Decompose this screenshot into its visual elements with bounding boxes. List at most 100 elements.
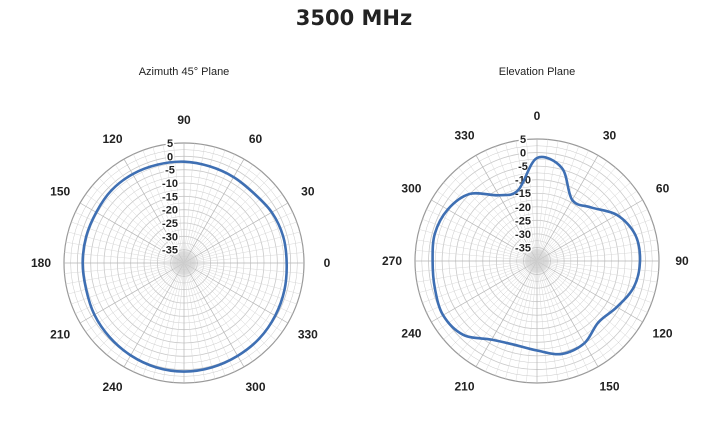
- azimuth-grid-spoke: [162, 262, 185, 382]
- azimuth-grid-spoke: [183, 154, 235, 264]
- elevation-grid-spoke: [475, 260, 538, 367]
- elevation-angle-label: 240: [401, 327, 421, 341]
- elevation-grid-spoke: [419, 229, 538, 262]
- page-title: 3500 MHz: [295, 6, 413, 30]
- azimuth-grid-spoke: [85, 193, 185, 264]
- elevation-radial-tick-label: -35: [515, 242, 531, 254]
- azimuth-grid-spoke: [106, 262, 185, 356]
- azimuth-grid-spoke: [68, 262, 185, 295]
- elevation-grid-spoke: [536, 146, 579, 262]
- elevation-grid-spoke: [526, 139, 538, 262]
- elevation-grid-spoke: [536, 260, 599, 367]
- azimuth-grid-spoke: [183, 262, 206, 382]
- elevation-grid-spoke: [536, 250, 659, 262]
- azimuth-grid-spoke: [75, 262, 185, 314]
- elevation-angle-label: 0: [534, 109, 541, 123]
- azimuth-grid-spoke: [183, 262, 297, 305]
- elevation-grid-spoke: [505, 143, 538, 262]
- elevation-grid-spoke: [450, 174, 538, 262]
- elevation-grid-spoke: [536, 260, 652, 303]
- azimuth-grid-spoke: [123, 262, 185, 368]
- elevation-grid-spoke: [536, 260, 569, 379]
- azimuth-grid-spoke: [183, 262, 300, 295]
- azimuth-grid-spoke: [183, 262, 195, 383]
- azimuth-angle-label: 210: [50, 328, 70, 342]
- elevation-grid-spoke: [458, 167, 538, 262]
- azimuth-grid-spoke: [133, 154, 185, 264]
- elevation-grid-spoke: [536, 229, 655, 262]
- azimuth-grid-spoke: [123, 158, 185, 264]
- azimuth-grid-spoke: [98, 177, 185, 264]
- azimuth-grid-spoke: [152, 147, 185, 264]
- elevation-grid-spoke: [422, 219, 538, 262]
- azimuth-grid-spoke: [173, 262, 185, 383]
- elevation-pattern-line: [431, 155, 642, 356]
- elevation-grid-spoke: [495, 260, 538, 376]
- azimuth-grid-spoke: [183, 177, 270, 264]
- elevation-grid-spoke: [536, 260, 655, 293]
- elevation-grid-spoke: [515, 140, 538, 262]
- azimuth-grid-spoke: [114, 164, 185, 264]
- azimuth-grid-spoke: [183, 262, 216, 379]
- elevation-grid-spoke: [536, 260, 624, 348]
- elevation-grid-spoke: [536, 150, 589, 262]
- elevation-grid-spoke: [536, 260, 589, 372]
- elevation-angle-label: 270: [382, 254, 402, 268]
- elevation-grid-spoke: [415, 260, 538, 272]
- elevation-grid-spoke: [466, 260, 538, 362]
- elevation-polar-plot: Elevation Plane50-5-10-15-20-25-30-35030…: [382, 66, 689, 394]
- azimuth-grid-spoke: [183, 212, 293, 264]
- elevation-plot-title: Elevation Plane: [499, 66, 575, 78]
- azimuth-grid-spoke: [68, 231, 185, 264]
- azimuth-radial-tick-label: -20: [162, 205, 178, 217]
- azimuth-grid-spoke: [183, 262, 289, 324]
- azimuth-grid-spoke: [133, 262, 185, 372]
- elevation-radial-tick-label: 5: [520, 134, 526, 146]
- elevation-grid-spoke: [415, 250, 538, 262]
- elevation-grid-spoke: [536, 260, 648, 313]
- azimuth-grid-spoke: [183, 262, 226, 376]
- azimuth-grid-spoke: [183, 241, 303, 264]
- elevation-grid-spoke: [536, 219, 652, 262]
- elevation-grid-spoke: [422, 260, 538, 303]
- elevation-grid-spoke: [536, 260, 559, 382]
- azimuth-grid-spoke: [91, 262, 185, 341]
- azimuth-angle-label: 240: [102, 380, 122, 394]
- elevation-grid-spoke: [450, 260, 538, 348]
- elevation-grid-spoke: [536, 182, 631, 262]
- azimuth-grid-spoke: [183, 262, 245, 368]
- azimuth-angle-label: 330: [298, 328, 318, 342]
- azimuth-angle-label: 180: [31, 256, 51, 270]
- azimuth-grid-spoke: [65, 241, 185, 264]
- elevation-angle-label: 90: [675, 254, 689, 268]
- elevation-grid-spoke: [536, 260, 616, 355]
- elevation-angle-label: 60: [656, 182, 670, 196]
- azimuth-grid-spoke: [183, 262, 262, 356]
- azimuth-grid-spoke: [142, 150, 185, 264]
- elevation-grid-spoke: [436, 260, 538, 332]
- azimuth-grid-spoke: [183, 170, 262, 264]
- elevation-angle-label: 300: [401, 182, 421, 196]
- azimuth-grid-spoke: [79, 202, 185, 264]
- elevation-center-mark: [525, 249, 549, 273]
- azimuth-grid-spoke: [183, 262, 304, 274]
- elevation-grid-spoke: [485, 260, 538, 372]
- azimuth-grid-spoke: [162, 144, 185, 264]
- azimuth-grid-spoke: [183, 262, 235, 372]
- azimuth-radial-tick-label: -30: [162, 231, 178, 243]
- azimuth-radial-tick-label: -25: [162, 218, 178, 230]
- azimuth-angle-label: 120: [102, 132, 122, 146]
- elevation-grid-spoke: [416, 260, 538, 283]
- azimuth-angle-label: 300: [245, 380, 265, 394]
- azimuth-angle-label: 30: [301, 185, 315, 199]
- elevation-grid-spoke: [536, 190, 638, 262]
- azimuth-radial-tick-label: -35: [162, 245, 178, 257]
- elevation-grid-spoke: [536, 209, 648, 262]
- elevation-grid-spoke: [426, 260, 538, 313]
- azimuth-grid-spoke: [64, 252, 185, 264]
- azimuth-radial-tick-label: 0: [167, 151, 173, 163]
- azimuth-grid-spoke: [183, 231, 300, 264]
- azimuth-grid-spoke: [173, 143, 185, 264]
- azimuth-polar-plot: Azimuth 45° Plane50-5-10-15-20-25-30-350…: [31, 66, 331, 394]
- azimuth-grid-spoke: [183, 262, 303, 285]
